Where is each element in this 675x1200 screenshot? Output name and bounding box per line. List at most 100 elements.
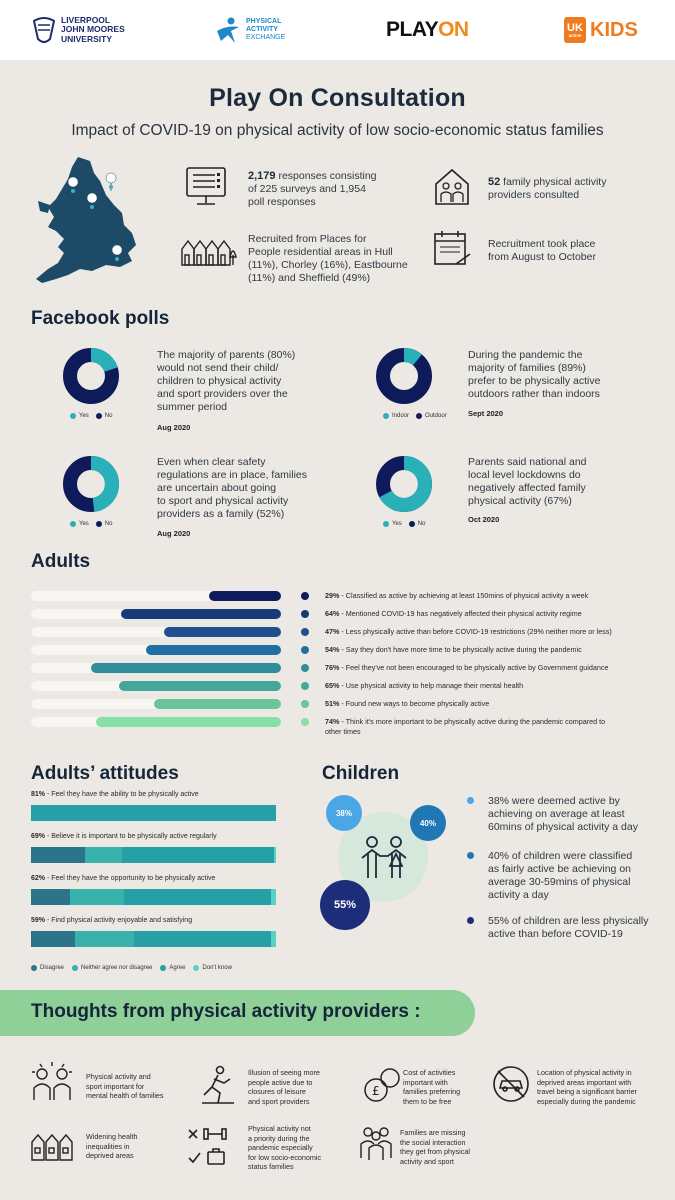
runner-icon (202, 1065, 234, 1104)
provider-thought-2-line-4: and sport providers (248, 1096, 310, 1106)
adults-item-2-line: 64% - Mentioned COVID-19 has negatively … (325, 609, 645, 619)
adults-item-8-desc: - Think it's more important to be physic… (339, 717, 606, 726)
provider-thought-5-line-2: inequalities in (86, 1141, 130, 1151)
children-item-2-line-4: activity a day (488, 889, 549, 901)
houses-row-icon (31, 1133, 73, 1161)
adults-dot-2 (301, 610, 309, 618)
adults-bar-fill-5 (91, 663, 281, 673)
adults-item-5: 76% - Feel they've not been encouraged t… (325, 663, 645, 673)
adults-item-5-line: 76% - Feel they've not been encouraged t… (325, 663, 645, 673)
no-car-icon (493, 1066, 529, 1102)
recruited-line-4: (11%) and Sheffield (49%) (248, 272, 371, 284)
attitude-4-text: - Find physical activity enjoyable and s… (45, 917, 193, 924)
provider-thought-3-line-4: them to be free (403, 1096, 452, 1106)
provider-thought-5-line-1: Widening health (86, 1132, 138, 1141)
adults-item-1-desc: - Classified as active by achieving at l… (339, 591, 589, 600)
adults-item-2-pct: 64% (325, 609, 340, 618)
poll-2-line-4: outdoors rather than indoors (468, 388, 600, 400)
poll-3-legend-label-1: Yes (79, 521, 89, 527)
attitude-2-segment-2 (84, 847, 122, 863)
poll-3-date: Aug 2020 (157, 529, 191, 538)
providers-text-1: family physical activity (500, 176, 607, 188)
attitudes-legend-dot-3 (160, 965, 167, 971)
poll-2-date: Sept 2020 (468, 409, 504, 418)
svg-text:£: £ (372, 1084, 380, 1098)
attitude-2-segment-3 (121, 847, 274, 863)
page-title: Play On Consultation (209, 84, 466, 112)
poll-3-donut (63, 456, 119, 512)
attitudes-legend-item-3: Agree (160, 965, 185, 971)
poll-3-legend: Yes No (70, 521, 112, 527)
ljmu-line2: JOHN MOORES (61, 24, 125, 35)
provider-thought-7: Families are missing the social interacti… (400, 1128, 530, 1166)
poll-1-legend-dot-2 (95, 413, 102, 419)
adults-dot-5 (301, 664, 309, 672)
provider-thought-4-line-1: Location of physical activity in (537, 1068, 632, 1077)
attitude-3-segment-1 (31, 889, 71, 905)
adults-bar-track-1 (31, 591, 281, 601)
adults-item-7-line: 51% - Found new ways to become physicall… (325, 699, 645, 709)
attitude-4-bar (31, 931, 276, 947)
attitudes-legend: Disagree Neither agree nor disagree Agree D… (31, 965, 232, 971)
provider-thought-4-line-2: deprived areas important with (537, 1077, 632, 1087)
children-dot-3 (467, 917, 474, 924)
attitude-2-segment-1 (31, 847, 85, 863)
provider-thought-3-line-1: Cost of activities (403, 1068, 456, 1077)
provider-thought-2-line-1: Illusion of seeing more (248, 1068, 320, 1077)
children-bubble-55: 55% (320, 880, 370, 930)
children-item-1-line-1: 38% were deemed active by (488, 795, 620, 807)
adults-dot-3 (301, 628, 309, 636)
adults-bar-fill-3 (163, 627, 281, 637)
providers-stat: 52 family physical activity providers co… (488, 176, 638, 202)
adults-dot-4 (301, 646, 309, 654)
adults-item-6-pct: 65% (325, 681, 340, 690)
pae-logo: PHYSICAL ACTIVITY EXCHANGE (213, 12, 285, 48)
poll-1-date: Aug 2020 (157, 423, 191, 432)
poll-3-line-1: Even when clear safety (157, 456, 266, 468)
attitude-1-label: 81% - Feel they have the ability to be p… (31, 791, 199, 798)
poll-3-legend-dot-2 (95, 521, 102, 527)
adults-bar-fill-2 (121, 609, 281, 619)
poll-1-legend-dot-1 (70, 413, 76, 419)
attitude-2-label: 69% - Believe it is important to be phys… (31, 833, 217, 840)
poll-1-line-1: The majority of parents (80%) (157, 349, 296, 361)
children-item-3: 55% of children are less physically activ… (488, 915, 658, 941)
poll-4-line-4: physical activity (67%) (468, 495, 572, 507)
poll-1-text: The majority of parents (80%) would not s… (157, 349, 317, 414)
adults-item-3-pct: 47% (325, 627, 340, 636)
provider-thought-7-line-2: the social interaction (400, 1137, 466, 1147)
poll-2-legend-dot-2 (416, 413, 423, 419)
poll-1-legend-label-1: Yes (79, 413, 89, 419)
recruited-line-2: People residential areas in Hull (248, 246, 393, 258)
provider-thought-1-line-2: sport important for (86, 1081, 145, 1091)
pae-line1: PHYSICAL (246, 18, 282, 25)
poll-4-slice-yes (376, 456, 432, 512)
poll-4-line-3: negatively affected family (468, 482, 586, 494)
responses-stat: 2,179 responses consisting of 225 survey… (248, 170, 408, 209)
poll-3-line-3: are uncertain about going (157, 482, 277, 494)
adults-bar-track-3 (31, 627, 281, 637)
adults-item-3-desc: - Less physically active than before COV… (339, 627, 612, 636)
recruit-time-line-2: from August to October (488, 251, 596, 263)
ukactive-kids-text: KIDS (590, 18, 638, 41)
coins-icon: £ (364, 1068, 400, 1102)
provider-thought-6-line-2: a priority during the (248, 1133, 310, 1143)
poll-2-legend-label-1: Indoor (392, 413, 410, 419)
adults-dot-7 (301, 700, 309, 708)
adults-dot-1 (301, 592, 309, 600)
children-bubble-40: 40% (410, 805, 446, 841)
attitude-3-bar (31, 889, 276, 905)
children-item-2-line-1: 40% of children were classified (488, 850, 633, 862)
poll-3-legend-label-2: No (104, 521, 113, 527)
poll-1-legend-label-2: No (104, 413, 113, 419)
provider-thought-5-line-3: deprived areas (86, 1151, 134, 1160)
adults-item-3-line: 47% - Less physically active than before… (325, 627, 645, 637)
providers-number: 52 (488, 176, 501, 188)
ukactive-kids-logo: UK active KIDS (564, 12, 638, 48)
poll-1-line-3: children to physical activity (157, 375, 282, 387)
attitude-1-bar (31, 805, 276, 821)
provider-thought-6-line-1: Physical activity not (248, 1124, 311, 1133)
ljmu-line1: LIVERPOOL (61, 14, 111, 25)
poll-2-line-3: prefer to be physically active (468, 375, 601, 387)
poll-4-legend-label-2: No (417, 521, 426, 527)
